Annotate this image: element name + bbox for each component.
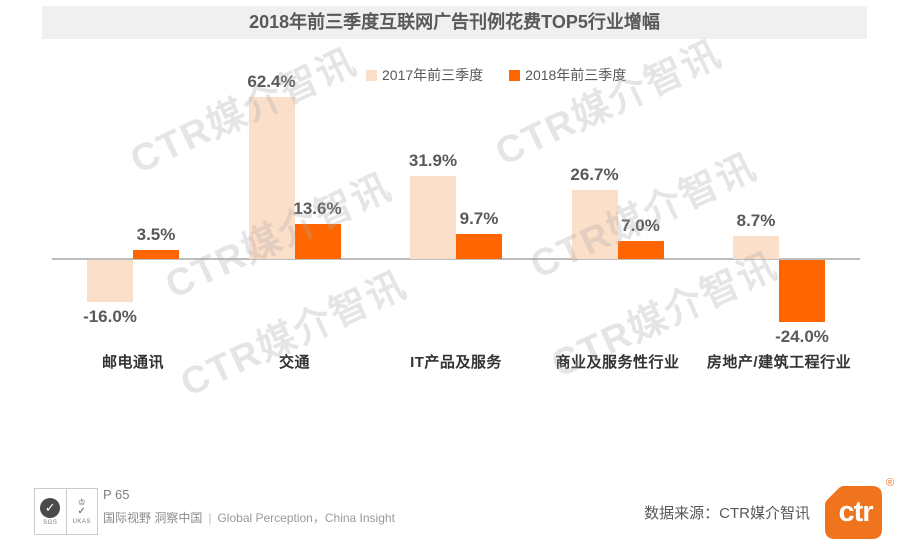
chart-legend: 2017年前三季度 2018年前三季度 [366, 65, 626, 85]
value-label-2018-邮电通讯: 3.5% [136, 224, 176, 244]
bar-2018-IT产品及服务 [456, 233, 502, 259]
value-label-2018-IT产品及服务: 9.7% [459, 208, 499, 228]
ctr-logo-shape-icon [825, 486, 882, 539]
ukas-check-icon: ✓ [77, 506, 86, 517]
bar-2017-邮电通讯 [87, 260, 133, 302]
value-label-2018-商业及服务性行业: 7.0% [621, 215, 660, 235]
value-label-2017-交通: 62.4% [247, 71, 296, 91]
sgs-label: SGS [43, 519, 58, 526]
bar-2017-商业及服务性行业 [571, 189, 618, 259]
category-label-IT产品及服务: IT产品及服务 [410, 354, 502, 371]
ukas-label: UKAS [72, 519, 91, 525]
category-label-房地产/建筑工程行业: 房地产/建筑工程行业 [706, 354, 852, 371]
value-label-2017-商业及服务性行业: 26.7% [570, 164, 619, 184]
category-label-邮电通讯: 邮电通讯 [101, 354, 164, 371]
bar-2018-房地产/建筑工程行业 [779, 260, 825, 323]
sgs-logo-icon: ✓ SGS [35, 489, 67, 534]
tagline-separator: | [208, 511, 212, 525]
legend-swatch-2018-icon [509, 69, 521, 81]
bar-2018-交通 [294, 223, 341, 259]
legend-swatch-2017-icon [366, 69, 377, 81]
ukas-logo-icon: ♔ ✓ UKAS [67, 489, 98, 534]
tagline-chinese: 国际视野 洞察中国 [103, 511, 203, 525]
bar-2018-商业及服务性行业 [617, 240, 664, 259]
zero-axis-line [52, 258, 860, 260]
bar-2017-交通 [248, 96, 295, 259]
value-label-2017-房地产/建筑工程行业: 8.7% [736, 211, 776, 231]
page-number: P 65 [103, 487, 130, 502]
legend-item-2017: 2017年前三季度 [366, 65, 483, 85]
value-label-2018-房地产/建筑工程行业: -24.0% [775, 327, 829, 347]
chart-title: 2018年前三季度互联网广告刊例花费TOP5行业增幅 [42, 6, 867, 39]
value-label-2017-IT产品及服务: 31.9% [408, 151, 458, 171]
ctr-logo-text: ctr [838, 496, 873, 528]
data-source-label: 数据来源：CTR媒介智讯 [644, 505, 810, 522]
sgs-check-icon: ✓ [40, 497, 61, 518]
registered-trademark-icon: ® [886, 477, 895, 489]
company-tagline: 国际视野 洞察中国 | Global Perception，China Insigh… [103, 509, 395, 526]
category-label-商业及服务性行业: 商业及服务性行业 [555, 354, 680, 371]
bar-2017-IT产品及服务 [410, 176, 456, 259]
tagline-english: Global Perception，China Insight [217, 511, 395, 525]
bar-2018-邮电通讯 [133, 249, 179, 259]
category-label-交通: 交通 [278, 354, 310, 371]
ctr-logo: ctr [825, 486, 882, 539]
legend-label-2018: 2018年前三季度 [525, 67, 627, 83]
bar-2017-房地产/建筑工程行业 [733, 236, 779, 259]
certification-logos: ✓ SGS ♔ ✓ UKAS [34, 488, 98, 535]
value-label-2018-交通: 13.6% [293, 198, 342, 218]
ukas-crown-icon: ♔ [77, 497, 86, 507]
value-label-2017-邮电通讯: -16.0% [83, 306, 137, 326]
legend-label-2017: 2017年前三季度 [382, 67, 484, 83]
legend-item-2018: 2018年前三季度 [509, 65, 626, 85]
